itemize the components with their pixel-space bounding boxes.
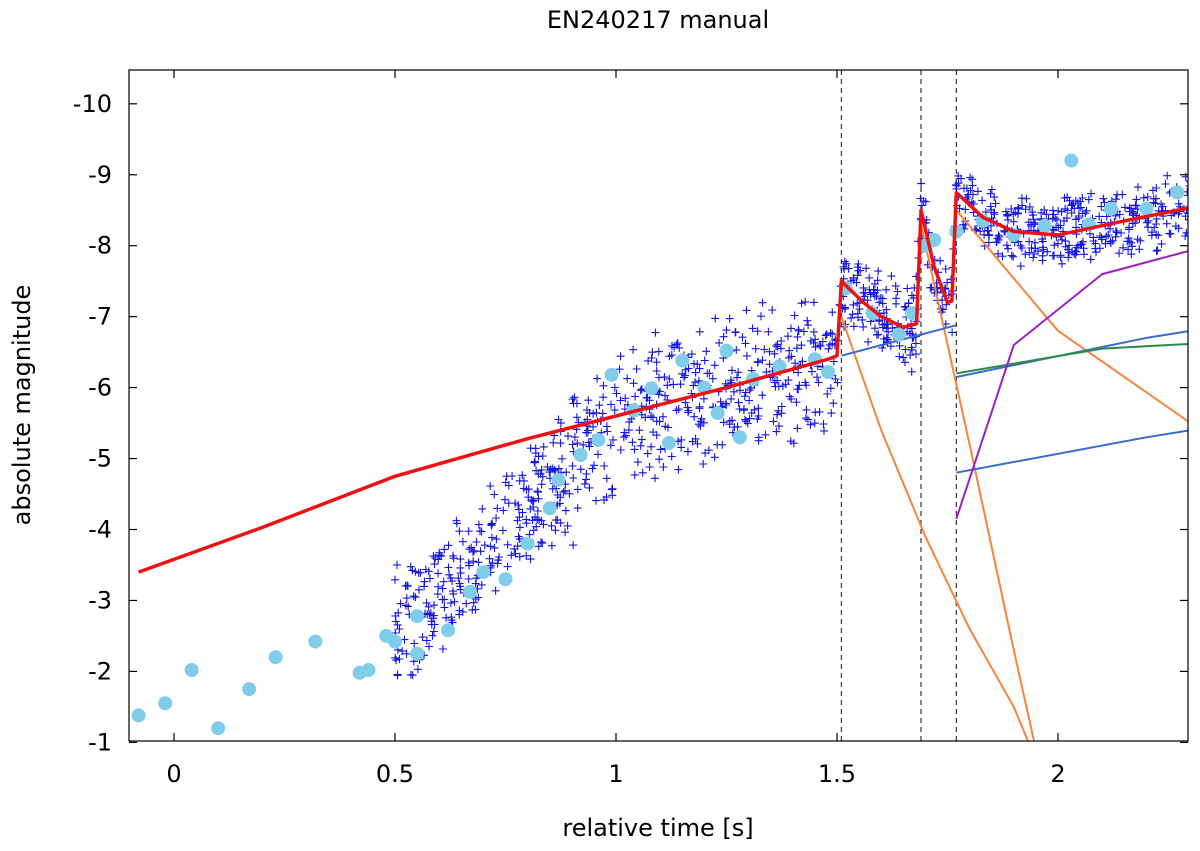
lowres-point-30 [719,343,734,358]
component-curve-orange-0 [840,316,1030,741]
x-tick-label-4: 2 [1050,760,1065,788]
lowres-point-15 [463,584,478,599]
plot-frame [128,69,1189,742]
lowres-point-2 [158,696,173,711]
y-tick-label-1: -2 [88,657,112,685]
y-tick-label-6: -7 [88,303,112,331]
x-axis-label: relative time [s] [562,814,753,842]
component-curve-purple-18 [955,250,1188,520]
lowres-point-50 [1170,185,1185,200]
component-curve-orange-2 [955,209,1188,423]
lowres-point-26 [662,435,676,450]
segment-boundary-lines [840,70,957,741]
x-axis-ticks: 00.511.522.533.544.5 [166,70,1066,788]
lowres-point-37 [865,306,880,321]
y-tick-label-8: -9 [88,161,112,189]
lowres-point-38 [891,327,906,342]
lowres-point-11 [388,634,402,649]
model-curve [138,190,1188,574]
x-tick-label-0: 0 [166,760,181,788]
y-axis-label: absolute magnitude [8,285,36,526]
lowres-point-46 [1064,153,1079,168]
component-curve-blue-7 [956,429,1188,474]
lowres-point-6 [268,650,283,665]
y-tick-label-0: -1 [88,728,112,756]
y-axis-ticks: -1 -2 -3 -4 -5 -6 -7 -8 -9 -10 [73,90,1188,756]
lowres-point-48 [1104,201,1118,216]
chart-title: EN240217 manual [547,6,769,34]
lowres-point-27 [675,353,690,368]
lowres-point-33 [772,359,787,374]
lowres-point-31 [732,430,747,445]
y-tick-label-9: -10 [73,90,112,118]
lowres-point-41 [927,233,942,247]
x-tick-label-1: 0.5 [376,760,414,788]
lowres-point-13 [410,646,425,661]
lowres-point-9 [361,663,376,677]
lowres-point-49 [1139,201,1154,216]
lowres-point-18 [520,536,535,551]
highres-points [391,171,1188,680]
x-tick-label-3: 1.5 [818,760,856,788]
y-tick-label-2: -3 [88,586,112,614]
lowres-point-5 [242,682,257,697]
lowres-point-12 [410,609,425,624]
lowres-point-45 [1037,218,1052,233]
lowres-point-16 [476,565,491,580]
lowres-point-7 [308,634,323,649]
lowres-point-14 [441,623,455,638]
lowres-point-1 [131,708,146,723]
y-tick-label-7: -8 [88,232,112,260]
lowres-point-3 [184,663,199,677]
lowres-point-19 [542,501,557,516]
component-curves [840,209,1188,741]
component-curve-orange-1 [920,224,1036,741]
model-curve-group [138,190,1188,574]
lowres-points [131,153,1185,736]
lowres-point-17 [498,572,513,587]
lowres-point-23 [604,367,619,382]
y-tick-label-3: -4 [88,516,112,544]
lowres-point-20 [551,472,566,487]
lowres-point-29 [710,406,725,421]
y-tick-label-5: -6 [88,374,112,402]
component-curve-blue-6 [956,330,1188,378]
lowres-point-21 [573,448,588,462]
highres-plus-markers [391,171,1188,680]
component-curve-green-13 [956,343,1188,375]
x-tick-label-2: 1 [608,760,623,788]
lowres-point-35 [821,365,836,379]
lowres-point-22 [591,433,606,448]
y-tick-label-4: -5 [88,445,112,473]
lowres-point-4 [211,721,226,736]
lowres-point-25 [644,381,659,396]
